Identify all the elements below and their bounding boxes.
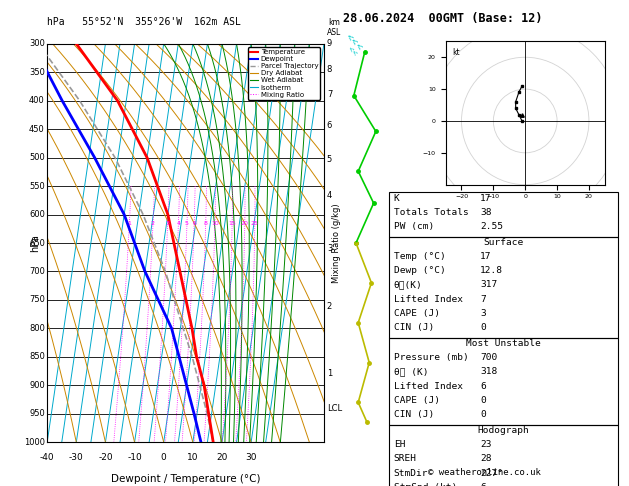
Text: 850: 850 (29, 352, 45, 362)
Text: Dewp (°C): Dewp (°C) (394, 266, 445, 276)
Text: 0: 0 (480, 323, 486, 332)
Text: 5: 5 (327, 155, 332, 164)
Text: StmSpd (kt): StmSpd (kt) (394, 483, 457, 486)
Text: 1000: 1000 (24, 438, 45, 447)
Text: 3: 3 (327, 244, 332, 253)
Text: 2: 2 (151, 221, 155, 226)
Text: 2: 2 (327, 302, 332, 311)
Text: -40: -40 (40, 452, 55, 462)
Text: θᴇ (K): θᴇ (K) (394, 367, 428, 377)
Text: Mixing Ratio (g/kg): Mixing Ratio (g/kg) (332, 203, 341, 283)
Text: 20: 20 (241, 221, 248, 226)
Text: 350: 350 (29, 68, 45, 77)
Text: 750: 750 (29, 295, 45, 304)
Text: 28.06.2024  00GMT (Base: 12): 28.06.2024 00GMT (Base: 12) (343, 12, 542, 25)
Text: 4: 4 (176, 221, 181, 226)
Text: 10: 10 (211, 221, 219, 226)
Text: 6: 6 (480, 382, 486, 391)
Text: Hodograph: Hodograph (477, 426, 530, 435)
Text: CIN (J): CIN (J) (394, 410, 434, 419)
Text: 17: 17 (480, 194, 491, 203)
Text: 17: 17 (480, 252, 491, 261)
Text: Lifted Index: Lifted Index (394, 295, 463, 304)
Text: Lifted Index: Lifted Index (394, 382, 463, 391)
Text: -30: -30 (69, 452, 84, 462)
Text: 800: 800 (29, 324, 45, 333)
Text: 28: 28 (480, 454, 491, 464)
Text: Most Unstable: Most Unstable (466, 339, 541, 348)
Text: 318: 318 (480, 367, 497, 377)
Text: Pressure (mb): Pressure (mb) (394, 353, 469, 363)
Text: 3: 3 (480, 309, 486, 318)
Text: 7: 7 (480, 295, 486, 304)
Text: θᴇ(K): θᴇ(K) (394, 280, 423, 290)
Text: 15: 15 (228, 221, 236, 226)
Text: -20: -20 (98, 452, 113, 462)
Text: PW (cm): PW (cm) (394, 222, 434, 231)
Text: 950: 950 (29, 409, 45, 418)
Text: CAPE (J): CAPE (J) (394, 309, 440, 318)
Text: 4: 4 (327, 191, 332, 200)
Text: © weatheronline.co.uk: © weatheronline.co.uk (428, 468, 541, 477)
Text: 1: 1 (327, 369, 332, 379)
Text: km
ASL: km ASL (327, 17, 342, 37)
Text: 700: 700 (29, 267, 45, 276)
Text: 317: 317 (480, 280, 497, 290)
Text: 400: 400 (29, 96, 45, 105)
Text: 650: 650 (29, 239, 45, 247)
Text: CIN (J): CIN (J) (394, 323, 434, 332)
Text: 8: 8 (204, 221, 208, 226)
Text: 0: 0 (161, 452, 167, 462)
Text: EH: EH (394, 440, 405, 450)
Text: CAPE (J): CAPE (J) (394, 396, 440, 405)
Text: <<<: <<< (343, 32, 365, 53)
Text: 500: 500 (29, 153, 45, 162)
Text: 38: 38 (480, 208, 491, 217)
Text: 450: 450 (29, 124, 45, 134)
Text: Surface: Surface (484, 238, 523, 247)
Text: 6: 6 (192, 221, 196, 226)
Text: 5: 5 (185, 221, 189, 226)
Text: 7: 7 (327, 90, 332, 100)
Text: 25: 25 (251, 221, 259, 226)
Text: 0: 0 (480, 410, 486, 419)
Text: hPa   55°52'N  355°26'W  162m ASL: hPa 55°52'N 355°26'W 162m ASL (47, 17, 241, 27)
Text: 900: 900 (29, 381, 45, 390)
Text: 6: 6 (480, 483, 486, 486)
Text: 10: 10 (187, 452, 199, 462)
Legend: Temperature, Dewpoint, Parcel Trajectory, Dry Adiabat, Wet Adiabat, Isotherm, Mi: Temperature, Dewpoint, Parcel Trajectory… (248, 47, 320, 100)
Text: Totals Totals: Totals Totals (394, 208, 469, 217)
Text: StmDir: StmDir (394, 469, 428, 478)
Text: 9: 9 (327, 39, 332, 48)
Text: -10: -10 (127, 452, 142, 462)
Text: kt: kt (452, 48, 460, 57)
Text: 700: 700 (480, 353, 497, 363)
Text: 1: 1 (127, 221, 131, 226)
Text: 300: 300 (29, 39, 45, 48)
Text: 600: 600 (29, 210, 45, 219)
Text: <<: << (347, 45, 359, 57)
Text: hPa: hPa (31, 234, 40, 252)
Text: 30: 30 (245, 452, 257, 462)
Text: 227°: 227° (480, 469, 503, 478)
Text: 3: 3 (165, 221, 170, 226)
Text: 0: 0 (480, 396, 486, 405)
Text: K: K (394, 194, 399, 203)
Text: SREH: SREH (394, 454, 417, 464)
Text: Temp (°C): Temp (°C) (394, 252, 445, 261)
Text: Dewpoint / Temperature (°C): Dewpoint / Temperature (°C) (111, 473, 260, 484)
Text: LCL: LCL (327, 403, 342, 413)
Text: 23: 23 (480, 440, 491, 450)
Text: 550: 550 (29, 182, 45, 191)
Text: 12.8: 12.8 (480, 266, 503, 276)
Text: 8: 8 (327, 65, 332, 74)
Text: 2.55: 2.55 (480, 222, 503, 231)
Text: 6: 6 (327, 121, 332, 130)
Text: 20: 20 (216, 452, 228, 462)
